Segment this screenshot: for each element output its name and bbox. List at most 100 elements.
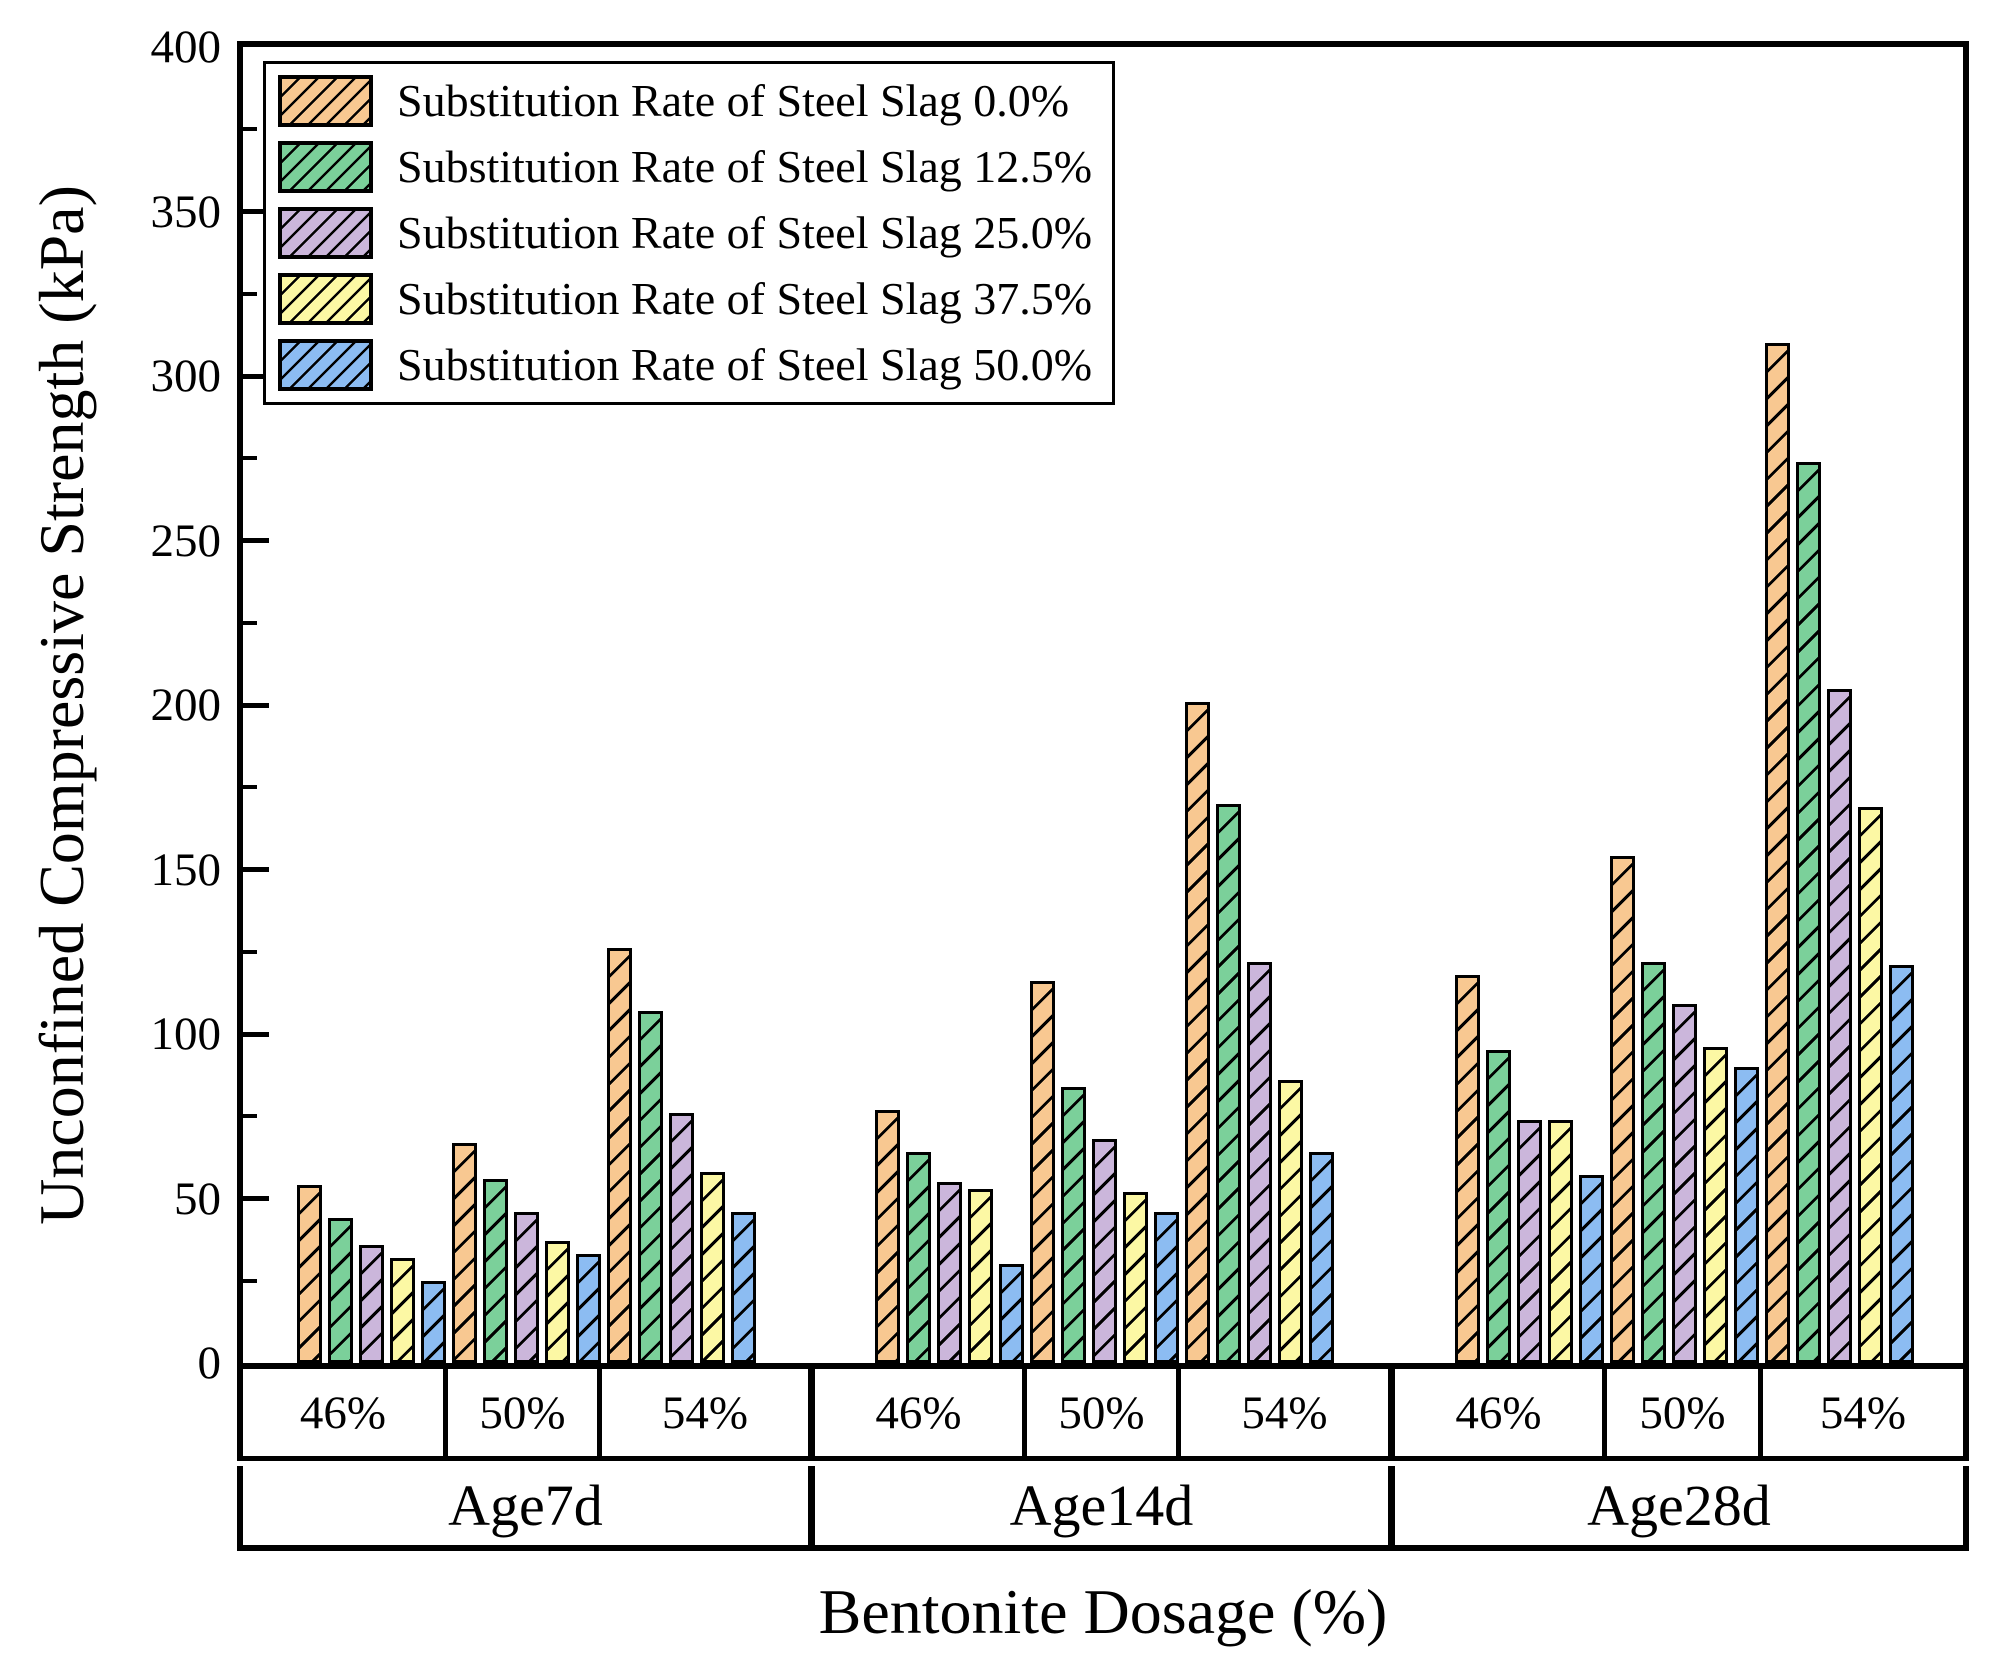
bar-Age28d-46%-series1 <box>1486 1050 1511 1363</box>
y-major-tick-50 <box>243 1196 269 1201</box>
dosage-label-row: 46% 50% 54% 46% 50% 54% 46% 50% 54% <box>237 1369 1969 1461</box>
y-tick-label-100: 100 <box>150 1008 222 1060</box>
bar-Age7d-54%-series3 <box>700 1172 725 1363</box>
legend-swatch-icon <box>278 339 373 391</box>
dosage-cell-Age14d-46%: 46% <box>815 1369 1027 1456</box>
y-tick-label-350: 350 <box>150 185 222 238</box>
bar-Age7d-50%-series4 <box>576 1254 601 1363</box>
legend-label: Substitution Rate of Steel Slag 37.5% <box>397 273 1093 324</box>
bar-Age28d-50%-series2 <box>1672 1004 1697 1363</box>
y-major-tick-300 <box>243 373 269 379</box>
legend-item-4: Substitution Rate of Steel Slag 50.0% <box>278 336 1092 394</box>
y-tick-label-400: 400 <box>150 21 222 73</box>
bar-Age14d-50%-series2 <box>1092 1139 1117 1363</box>
bar-Age28d-54%-series4 <box>1889 965 1914 1363</box>
dosage-cell-Age28d-54%: 54% <box>1819 1386 1907 1439</box>
legend-swatch-icon <box>278 75 373 127</box>
y-major-tick-100 <box>243 1031 269 1037</box>
y-major-tick-200 <box>243 702 269 708</box>
bar-Age14d-54%-series2 <box>1247 962 1272 1363</box>
legend-item-0: Substitution Rate of Steel Slag 0.0% <box>278 72 1092 130</box>
bar-Age7d-54%-series4 <box>731 1212 756 1363</box>
bar-Age28d-54%-series1 <box>1796 462 1821 1363</box>
dosage-cell-Age28d-46%: 46% <box>1395 1369 1607 1456</box>
bar-Age7d-50%-series2 <box>514 1212 539 1363</box>
bar-Age14d-50%-series3 <box>1123 1192 1148 1363</box>
bar-Age14d-50%-series4 <box>1154 1212 1179 1363</box>
bar-Age28d-50%-series4 <box>1734 1067 1759 1363</box>
bar-Age7d-46%-series2 <box>359 1245 384 1363</box>
legend-swatch-icon <box>278 141 373 193</box>
bar-Age7d-54%-series1 <box>638 1011 663 1363</box>
dosage-cell-Age14d-54%: 54% <box>1181 1369 1395 1456</box>
y-minor-tick-125 <box>243 949 257 954</box>
bar-Age14d-54%-series3 <box>1278 1080 1303 1363</box>
bar-Age28d-54%-series3 <box>1858 807 1883 1363</box>
legend-label: Substitution Rate of Steel Slag 25.0% <box>397 207 1093 258</box>
bar-Age7d-54%-series0 <box>607 948 632 1363</box>
bar-Age28d-50%-series1 <box>1641 962 1666 1363</box>
bar-Age28d-46%-series3 <box>1548 1120 1573 1363</box>
age-cell-Age14d: Age14d <box>815 1466 1395 1545</box>
y-tick-label-150: 150 <box>150 843 222 896</box>
y-major-tick-150 <box>243 867 269 872</box>
y-minor-tick-25 <box>243 1278 257 1283</box>
dosage-cell-Age7d-50%: 50% <box>448 1369 602 1456</box>
bar-Age7d-46%-series0 <box>297 1185 322 1363</box>
bar-Age28d-54%-series0 <box>1765 343 1790 1363</box>
bar-Age14d-46%-series3 <box>968 1189 993 1363</box>
bar-Age28d-46%-series2 <box>1517 1120 1542 1363</box>
legend-item-2: Substitution Rate of Steel Slag 25.0% <box>278 204 1092 262</box>
y-tick-label-200: 200 <box>150 679 222 731</box>
y-minor-tick-225 <box>243 620 257 625</box>
dosage-cell-Age28d-50%: 50% <box>1607 1369 1763 1456</box>
bar-Age28d-50%-series3 <box>1703 1047 1728 1363</box>
bar-Age14d-54%-series1 <box>1216 804 1241 1363</box>
dosage-cell-Age7d-46%: 46% <box>243 1369 448 1456</box>
age-cell-Age28d: Age28d <box>1587 1473 1771 1538</box>
y-minor-tick-375 <box>243 127 257 132</box>
x-axis-title: Bentonite Dosage (%) <box>818 1576 1388 1647</box>
y-tick-label-300: 300 <box>150 350 222 402</box>
plot-area: Substitution Rate of Steel Slag 0.0% Subs… <box>237 41 1969 1369</box>
legend-label: Substitution Rate of Steel Slag 50.0% <box>397 339 1093 390</box>
bar-Age14d-46%-series0 <box>875 1110 900 1363</box>
bar-Age7d-46%-series3 <box>390 1258 415 1363</box>
bar-Age14d-50%-series0 <box>1030 981 1055 1363</box>
age-label-row: Age7d Age14d Age28d <box>237 1466 1969 1551</box>
legend-item-1: Substitution Rate of Steel Slag 12.5% <box>278 138 1092 196</box>
legend-swatch-icon <box>278 207 373 259</box>
bar-Age7d-54%-series2 <box>669 1113 694 1363</box>
legend-label: Substitution Rate of Steel Slag 0.0% <box>397 75 1070 126</box>
legend: Substitution Rate of Steel Slag 0.0% Subs… <box>263 61 1116 405</box>
legend-swatch-icon <box>278 273 373 325</box>
y-major-tick-250 <box>243 538 269 543</box>
bar-Age7d-46%-series4 <box>421 1281 446 1363</box>
bar-Age7d-50%-series0 <box>452 1143 477 1363</box>
legend-item-3: Substitution Rate of Steel Slag 37.5% <box>278 270 1092 328</box>
y-minor-tick-325 <box>243 291 257 296</box>
dosage-cell-Age7d-54%: 54% <box>602 1369 815 1456</box>
bar-Age28d-54%-series2 <box>1827 689 1852 1363</box>
bar-Age28d-50%-series0 <box>1610 856 1635 1363</box>
bar-Age7d-46%-series1 <box>328 1218 353 1363</box>
bar-Age7d-50%-series3 <box>545 1241 570 1363</box>
y-major-tick-350 <box>243 209 269 214</box>
y-tick-label-50: 50 <box>174 1172 221 1225</box>
bar-Age14d-46%-series4 <box>999 1264 1024 1363</box>
y-minor-tick-75 <box>243 1114 257 1119</box>
y-minor-tick-175 <box>243 785 257 790</box>
bar-Age14d-46%-series1 <box>906 1152 931 1363</box>
dosage-cell-Age14d-50%: 50% <box>1027 1369 1181 1456</box>
bar-Age14d-46%-series2 <box>937 1182 962 1363</box>
bar-Age28d-46%-series0 <box>1455 975 1480 1363</box>
age-cell-Age7d: Age7d <box>243 1466 815 1545</box>
y-tick-label-0: 0 <box>197 1337 222 1389</box>
bar-Age14d-54%-series0 <box>1185 702 1210 1363</box>
bar-Age14d-50%-series1 <box>1061 1087 1086 1363</box>
legend-label: Substitution Rate of Steel Slag 12.5% <box>397 141 1093 192</box>
bar-Age28d-46%-series4 <box>1579 1175 1604 1363</box>
bar-Age14d-54%-series4 <box>1309 1152 1334 1363</box>
y-minor-tick-275 <box>243 456 257 461</box>
